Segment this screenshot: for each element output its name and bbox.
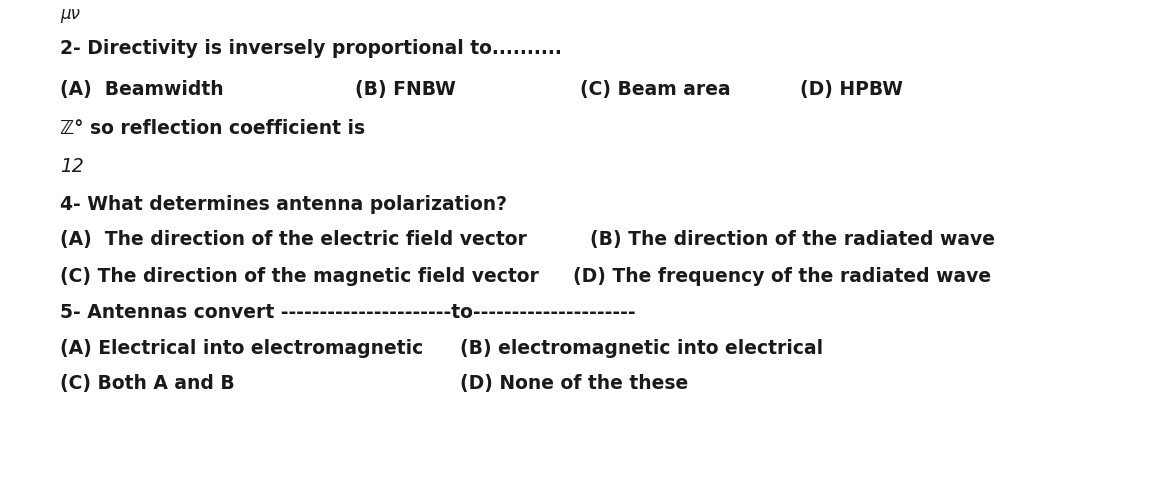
Text: ℤ° so reflection coefficient is: ℤ° so reflection coefficient is [60, 120, 365, 138]
Text: (B) FNBW: (B) FNBW [355, 79, 456, 99]
Text: 12: 12 [60, 156, 84, 176]
Text: (C) The direction of the magnetic field vector: (C) The direction of the magnetic field … [60, 267, 539, 286]
Text: μν: μν [60, 5, 79, 23]
Text: (A)  The direction of the electric field vector: (A) The direction of the electric field … [60, 230, 527, 249]
Text: 2- Directivity is inversely proportional to..........: 2- Directivity is inversely proportional… [60, 40, 562, 59]
Text: (C) Both A and B: (C) Both A and B [60, 375, 235, 393]
Text: (D) HPBW: (D) HPBW [800, 79, 902, 99]
Text: (D) The frequency of the radiated wave: (D) The frequency of the radiated wave [573, 267, 991, 286]
Text: (B) electromagnetic into electrical: (B) electromagnetic into electrical [459, 338, 823, 358]
Text: (A) Electrical into electromagnetic: (A) Electrical into electromagnetic [60, 338, 423, 358]
Text: 4- What determines antenna polarization?: 4- What determines antenna polarization? [60, 195, 507, 213]
Text: (D) None of the these: (D) None of the these [459, 375, 689, 393]
Text: (C) Beam area: (C) Beam area [580, 79, 731, 99]
Text: (B) The direction of the radiated wave: (B) The direction of the radiated wave [590, 230, 995, 249]
Text: (A)  Beamwidth: (A) Beamwidth [60, 79, 223, 99]
Text: 5- Antennas convert ----------------------to---------------------: 5- Antennas convert --------------------… [60, 302, 636, 321]
